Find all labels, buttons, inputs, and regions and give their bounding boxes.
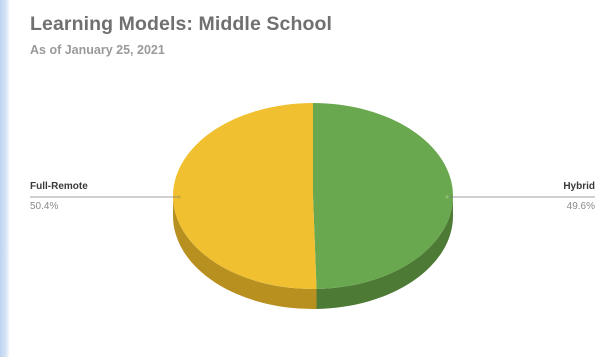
value-label-full-remote: 50.4% xyxy=(30,201,58,212)
pie-side-hybrid xyxy=(316,196,454,309)
pie-slice-hybrid xyxy=(313,103,453,289)
leader-dot-full-remote xyxy=(177,195,181,199)
left-accent-strip xyxy=(0,0,10,357)
leader-dot-hybrid xyxy=(445,195,449,199)
value-label-hybrid: 49.6% xyxy=(567,201,595,212)
pie-side-full-remote xyxy=(173,196,317,309)
label-hybrid: Hybrid xyxy=(563,181,595,192)
chart-title: Learning Models: Middle School xyxy=(30,13,333,35)
chart-subtitle: As of January 25, 2021 xyxy=(30,43,165,57)
label-full-remote: Full-Remote xyxy=(30,181,88,192)
pie-slice-full-remote xyxy=(172,103,317,289)
